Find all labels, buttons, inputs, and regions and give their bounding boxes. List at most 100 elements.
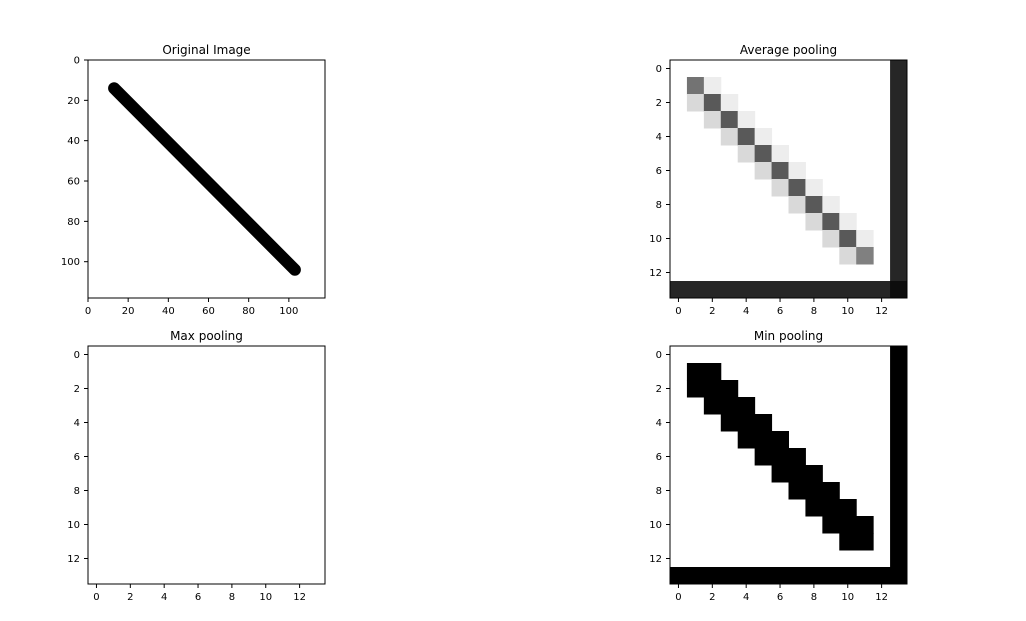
- axes-frame: [87, 59, 326, 299]
- pooled-cell: [737, 128, 756, 146]
- axes-frame: [669, 345, 908, 585]
- pooled-cell: [839, 247, 857, 265]
- pooled-cell: [771, 162, 789, 180]
- pooled-cell: [822, 230, 840, 248]
- x-tick-label: 8: [811, 306, 817, 317]
- pooled-cell: [754, 448, 773, 466]
- pooled-cell: [686, 94, 705, 112]
- x-tick-label: 20: [122, 306, 135, 317]
- pooled-cell: [720, 128, 739, 146]
- pooled-cell: [771, 431, 789, 449]
- pooled-cell: [805, 465, 823, 483]
- x-tick-label: 4: [743, 592, 749, 603]
- pooled-cell: [754, 128, 773, 146]
- pooled-cell: [839, 213, 857, 231]
- pooled-cell: [686, 380, 705, 398]
- pooled-cell: [737, 414, 756, 432]
- pooled-cell: [788, 465, 806, 483]
- y-tick-label: 6: [74, 452, 80, 463]
- y-tick-label: 12: [649, 268, 662, 279]
- y-tick-label: 0: [74, 56, 80, 67]
- pooled-cell: [670, 567, 891, 584]
- pooled-cell: [856, 516, 874, 534]
- pooled-cell: [771, 179, 789, 197]
- y-tick-label: 2: [656, 384, 662, 395]
- y-tick-label: 4: [656, 418, 662, 429]
- x-tick-label: 12: [875, 306, 888, 317]
- x-tick-label: 80: [242, 306, 255, 317]
- image-content: [108, 82, 301, 276]
- x-tick-label: 2: [709, 306, 715, 317]
- panel-title: Min pooling: [754, 329, 823, 343]
- y-tick-label: 8: [656, 486, 662, 497]
- pooled-cell: [703, 397, 722, 415]
- pooled-cell: [890, 281, 907, 298]
- x-tick-label: 2: [709, 592, 715, 603]
- pooled-cell: [754, 431, 773, 449]
- image-stroke: [108, 82, 301, 276]
- x-tick-label: 6: [195, 592, 201, 603]
- pooled-cell: [856, 247, 874, 265]
- pooled-cell: [720, 397, 739, 415]
- axes-frame: [669, 59, 908, 299]
- pooled-cell: [839, 230, 857, 248]
- pooled-cell: [788, 196, 806, 214]
- pooled-cell: [788, 162, 806, 180]
- pooled-cell: [856, 533, 874, 551]
- pooled-cell: [788, 482, 806, 500]
- x-tick-label: 6: [777, 306, 783, 317]
- pooled-cell: [822, 213, 840, 231]
- y-tick-label: 8: [656, 200, 662, 211]
- pooled-cell: [771, 465, 789, 483]
- pooled-cell: [703, 94, 722, 112]
- y-tick-label: 0: [74, 350, 80, 361]
- y-tick-label: 0: [656, 350, 662, 361]
- y-tick-label: 8: [74, 486, 80, 497]
- image-content: [670, 346, 907, 584]
- pooled-cell: [788, 448, 806, 466]
- pooled-cell: [856, 230, 874, 248]
- pooled-cell: [754, 162, 773, 180]
- y-tick-label: 4: [74, 418, 80, 429]
- plot-area: [88, 346, 325, 584]
- pooled-cell: [703, 77, 722, 95]
- pooled-cell: [754, 414, 773, 432]
- y-tick-label: 80: [67, 217, 80, 228]
- x-tick-label: 2: [127, 592, 133, 603]
- y-tick-label: 40: [67, 136, 80, 147]
- pooled-cell: [720, 380, 739, 398]
- pooled-cell: [720, 94, 739, 112]
- pooled-cell: [890, 567, 907, 584]
- pooled-cell: [737, 145, 756, 163]
- x-tick-label: 12: [293, 592, 306, 603]
- pooled-cell: [737, 111, 756, 129]
- x-tick-label: 0: [675, 306, 681, 317]
- x-tick-label: 0: [93, 592, 99, 603]
- x-tick-label: 10: [841, 306, 854, 317]
- x-tick-label: 0: [675, 592, 681, 603]
- pooled-cell: [805, 196, 823, 214]
- y-tick-label: 10: [67, 520, 80, 531]
- pooled-cell: [805, 482, 823, 500]
- panel-max-pooling: Max pooling 0 2 4 6 8 10 12 0 2 4 6 8 10 12: [67, 329, 326, 603]
- pooled-cell: [890, 60, 907, 282]
- y-tick-label: 20: [67, 96, 80, 107]
- pooled-cell: [737, 397, 756, 415]
- pooled-cell: [720, 111, 739, 129]
- image-content: [670, 60, 907, 298]
- x-tick-label: 0: [85, 306, 91, 317]
- pooled-cell: [822, 196, 840, 214]
- y-tick-label: 100: [61, 257, 80, 268]
- pooled-cell: [771, 145, 789, 163]
- pooled-cell: [686, 77, 705, 95]
- pooled-cell: [788, 179, 806, 197]
- pooled-cell: [805, 499, 823, 517]
- pooled-cell: [805, 213, 823, 231]
- panel-original-image: Original Image 0 20 40 60 80 100 0 20 40 60 80 100: [61, 43, 326, 317]
- x-tick-label: 8: [811, 592, 817, 603]
- y-tick-label: 12: [67, 554, 80, 565]
- panel-title: Max pooling: [170, 329, 243, 343]
- pooled-cell: [703, 363, 722, 381]
- panel-min-pooling: Min pooling 0 2 4 6 8 10 12 0 2 4 6 8 10 12: [649, 329, 908, 603]
